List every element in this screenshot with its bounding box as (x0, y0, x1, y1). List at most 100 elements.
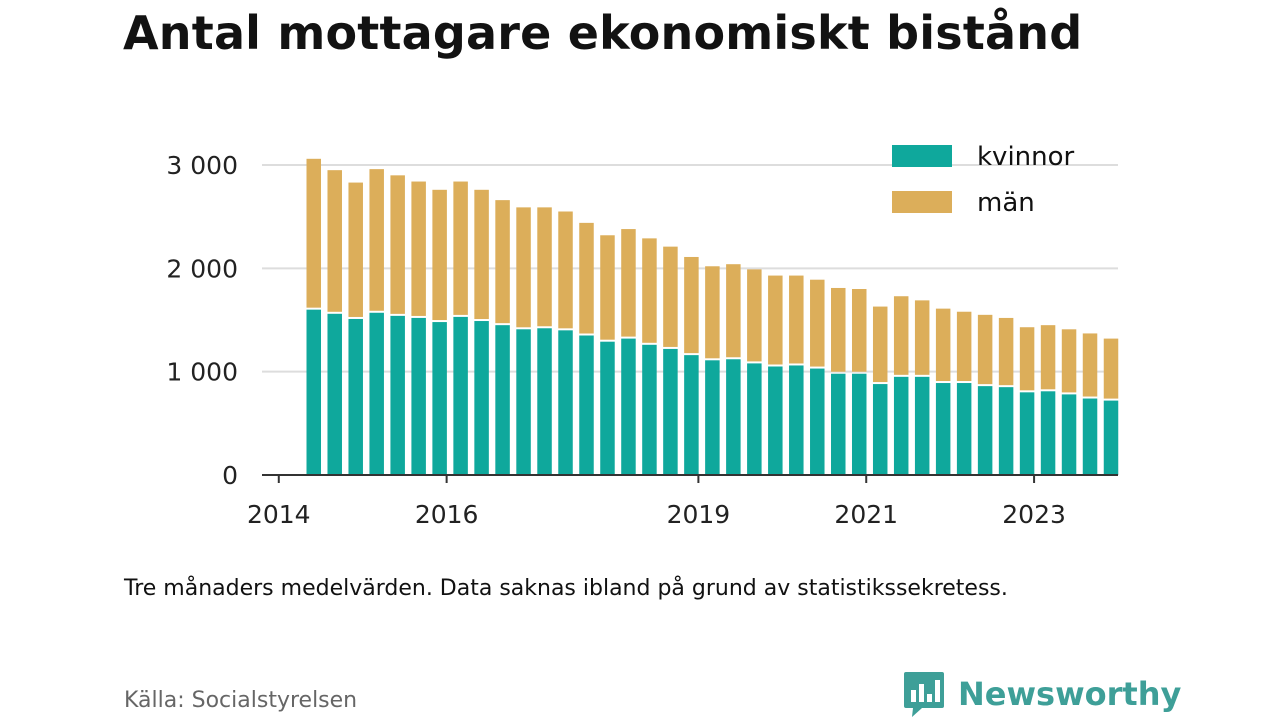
bar-kvinnor (642, 344, 657, 475)
bar-man (914, 300, 930, 375)
bar-man (453, 181, 468, 315)
bar-kvinnor (705, 360, 720, 475)
bar-kvinnor (1103, 400, 1119, 475)
bar-kvinnor (1040, 391, 1056, 475)
bar-man (935, 308, 951, 382)
bar-man (516, 207, 531, 328)
x-tick-label: 2021 (834, 500, 898, 529)
bar-man (872, 306, 888, 383)
bar-kvinnor (663, 348, 678, 475)
bar-kvinnor (495, 325, 510, 475)
bar-man (831, 287, 846, 372)
bar-man (810, 279, 825, 367)
bar-kvinnor (1019, 392, 1035, 475)
bar-kvinnor (390, 315, 405, 475)
bar-man (998, 317, 1014, 386)
y-tick-label: 1 000 (166, 358, 238, 387)
x-tick-label: 2023 (1002, 500, 1066, 529)
bar-man (1061, 329, 1077, 393)
bar-man (893, 296, 909, 375)
bar-man (495, 200, 510, 324)
bar-kvinnor (726, 359, 741, 475)
bar-kvinnor (369, 312, 384, 475)
brand: Newsworthy (902, 670, 1181, 718)
bar-man (977, 314, 993, 385)
legend-swatch-kvinnor (892, 145, 952, 167)
x-tick-label: 2014 (247, 500, 311, 529)
bar-man (726, 264, 741, 358)
bar-man (1040, 325, 1056, 390)
legend-label: kvinnor (977, 142, 1075, 172)
bar-kvinnor (810, 368, 825, 475)
bar-kvinnor (474, 321, 489, 475)
source-label: Källa: Socialstyrelsen (124, 688, 358, 713)
bar-kvinnor (893, 376, 909, 475)
bar-kvinnor (306, 309, 322, 475)
bar-kvinnor (411, 317, 426, 475)
bar-man (390, 175, 405, 314)
bar-man (369, 169, 384, 311)
bar-kvinnor (432, 322, 447, 475)
legend-swatch-man (892, 191, 952, 213)
bar-man (642, 238, 657, 343)
bar-man (1019, 327, 1035, 391)
bar-man (621, 229, 636, 337)
bar-kvinnor (558, 330, 573, 475)
bar-kvinnor (977, 386, 993, 475)
bar-man (768, 275, 783, 365)
bar-man (327, 170, 342, 312)
newsworthy-logo-icon (904, 672, 944, 717)
bar-man (663, 246, 678, 347)
bar-kvinnor (327, 313, 342, 475)
bar-kvinnor (747, 363, 762, 475)
bar-man (348, 182, 363, 317)
bar-kvinnor (348, 318, 363, 475)
bar-kvinnor (935, 383, 951, 475)
bars (306, 158, 1119, 475)
chart-note: Tre månaders medelvärden. Data saknas ib… (124, 576, 1008, 601)
bar-man (306, 158, 322, 308)
legend-label: män (977, 188, 1035, 218)
bar-kvinnor (621, 338, 636, 475)
bar-kvinnor (768, 366, 783, 475)
y-tick-label: 0 (222, 461, 238, 490)
bar-kvinnor (956, 383, 972, 475)
y-tick-label: 3 000 (166, 151, 238, 180)
x-tick-label: 2019 (667, 500, 731, 529)
bar-kvinnor (1082, 398, 1098, 475)
bar-man (684, 256, 699, 354)
legend: kvinnor män (892, 142, 1075, 218)
bar-man (747, 269, 762, 362)
bar-man (1082, 333, 1098, 397)
bar-man (789, 275, 804, 364)
bar-kvinnor (872, 384, 888, 475)
y-tick-label: 2 000 (166, 254, 238, 283)
bar-kvinnor (914, 376, 930, 475)
bar-kvinnor (998, 387, 1014, 475)
bar-kvinnor (537, 328, 552, 475)
bar-man (1103, 338, 1119, 399)
axes: 0 1 000 2 000 3 000 2014 2016 2019 2021 2023 (166, 151, 1118, 529)
bar-kvinnor (579, 335, 594, 475)
bar-man (411, 181, 426, 316)
bar-kvinnor (600, 341, 615, 475)
bar-man (956, 311, 972, 382)
bar-kvinnor (516, 329, 531, 475)
brand-name: Newsworthy (958, 675, 1182, 713)
bar-man (558, 211, 573, 329)
bar-man (579, 222, 594, 334)
bar-man (705, 266, 720, 359)
chart-title: Antal mottagare ekonomiskt bistånd (123, 6, 1083, 60)
bar-kvinnor (789, 365, 804, 475)
bar-man (851, 289, 867, 372)
bar-kvinnor (684, 355, 699, 475)
bar-man (600, 235, 615, 340)
bar-kvinnor (453, 316, 468, 475)
bar-kvinnor (1061, 394, 1077, 475)
bar-man (474, 189, 489, 320)
bar-kvinnor (851, 373, 867, 475)
bar-kvinnor (831, 373, 846, 475)
bar-man (537, 207, 552, 327)
bar-man (432, 189, 447, 321)
